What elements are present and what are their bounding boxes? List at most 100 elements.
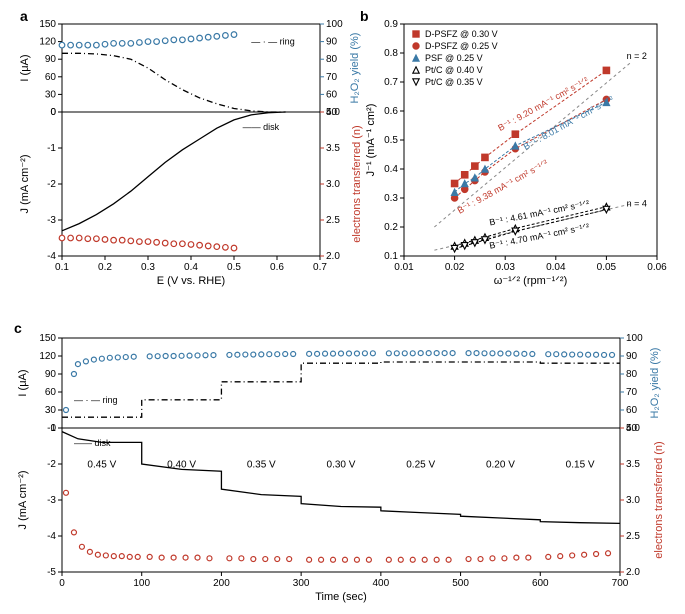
- svg-text:70: 70: [626, 387, 638, 398]
- svg-text:120: 120: [39, 37, 56, 48]
- svg-text:-5: -5: [47, 567, 56, 578]
- svg-text:90: 90: [626, 351, 638, 362]
- svg-text:-2: -2: [47, 179, 56, 190]
- svg-text:0.20 V: 0.20 V: [486, 460, 515, 471]
- svg-text:500: 500: [452, 578, 469, 589]
- svg-text:2.0: 2.0: [326, 251, 340, 262]
- svg-text:J⁻¹ (mA⁻¹ cm²): J⁻¹ (mA⁻¹ cm²): [365, 104, 377, 177]
- svg-text:0.5: 0.5: [384, 135, 398, 146]
- svg-text:D-PSFZ @ 0.25 V: D-PSFZ @ 0.25 V: [425, 41, 498, 51]
- svg-text:70: 70: [326, 72, 338, 83]
- svg-text:90: 90: [326, 37, 338, 48]
- svg-text:-3: -3: [47, 215, 56, 226]
- svg-text:0.35 V: 0.35 V: [247, 460, 276, 471]
- svg-text:0.7: 0.7: [313, 262, 327, 273]
- svg-text:0.25 V: 0.25 V: [406, 460, 435, 471]
- svg-text:100: 100: [133, 578, 150, 589]
- svg-text:0.8: 0.8: [384, 48, 398, 59]
- panel-c-label: c: [14, 320, 22, 336]
- chart-canvas: 03060901201505060708090100— · — ringI (μ…: [0, 0, 685, 614]
- svg-text:0.3: 0.3: [141, 262, 155, 273]
- svg-text:300: 300: [293, 578, 310, 589]
- svg-text:J (mA cm⁻²): J (mA cm⁻²): [17, 471, 29, 530]
- svg-text:—— disk: —— disk: [74, 438, 111, 448]
- svg-text:3.0: 3.0: [326, 179, 340, 190]
- svg-text:4.0: 4.0: [626, 423, 640, 434]
- svg-text:0.9: 0.9: [384, 19, 398, 30]
- svg-text:I (μA): I (μA): [17, 369, 29, 396]
- svg-text:0.6: 0.6: [270, 262, 284, 273]
- svg-text:90: 90: [45, 54, 57, 65]
- svg-text:Pt/C @ 0.40 V: Pt/C @ 0.40 V: [425, 65, 483, 75]
- svg-text:0: 0: [50, 107, 56, 118]
- svg-text:3.5: 3.5: [626, 459, 640, 470]
- svg-text:0.7: 0.7: [384, 77, 398, 88]
- svg-text:— · — ring: — · — ring: [74, 395, 118, 405]
- svg-text:0.40 V: 0.40 V: [167, 460, 196, 471]
- svg-text:30: 30: [45, 405, 57, 416]
- svg-text:0.1: 0.1: [384, 251, 398, 262]
- svg-text:-3: -3: [47, 495, 56, 506]
- panel-a-label: a: [20, 8, 28, 24]
- svg-text:electrons transferred (n): electrons transferred (n): [351, 125, 363, 242]
- svg-text:0.04: 0.04: [546, 262, 566, 273]
- svg-text:200: 200: [213, 578, 230, 589]
- svg-text:0.2: 0.2: [384, 222, 398, 233]
- svg-text:— · — ring: — · — ring: [251, 37, 295, 47]
- svg-text:2.5: 2.5: [626, 531, 640, 542]
- svg-text:0.30 V: 0.30 V: [327, 460, 356, 471]
- svg-text:H₂O₂ yield (%): H₂O₂ yield (%): [649, 348, 661, 419]
- panel-b-label: b: [360, 8, 369, 24]
- svg-text:0.3: 0.3: [384, 193, 398, 204]
- svg-text:B⁻¹ : 9.38 mA⁻¹ cm² s⁻¹ᐟ²: B⁻¹ : 9.38 mA⁻¹ cm² s⁻¹ᐟ²: [456, 158, 550, 216]
- svg-text:-4: -4: [47, 531, 56, 542]
- svg-text:I (μA): I (μA): [19, 54, 31, 81]
- svg-text:0.05: 0.05: [597, 262, 617, 273]
- svg-text:0.02: 0.02: [445, 262, 465, 273]
- svg-text:60: 60: [45, 72, 57, 83]
- svg-text:60: 60: [45, 387, 57, 398]
- svg-text:100: 100: [626, 333, 643, 344]
- svg-text:E (V vs. RHE): E (V vs. RHE): [157, 275, 225, 287]
- svg-text:100: 100: [326, 19, 343, 30]
- svg-text:0.15 V: 0.15 V: [566, 460, 595, 471]
- svg-text:-4: -4: [47, 251, 56, 262]
- svg-text:-1: -1: [47, 143, 56, 154]
- svg-text:PSF @ 0.25 V: PSF @ 0.25 V: [425, 53, 483, 63]
- svg-text:Time (sec): Time (sec): [315, 591, 367, 603]
- svg-text:600: 600: [532, 578, 549, 589]
- svg-text:700: 700: [612, 578, 629, 589]
- svg-text:ω⁻¹ᐟ² (rpm⁻¹ᐟ²): ω⁻¹ᐟ² (rpm⁻¹ᐟ²): [494, 275, 568, 287]
- svg-text:80: 80: [626, 369, 638, 380]
- svg-text:n = 4: n = 4: [627, 199, 647, 209]
- svg-text:—— disk: —— disk: [243, 122, 280, 132]
- svg-text:90: 90: [45, 369, 57, 380]
- svg-text:0.06: 0.06: [647, 262, 667, 273]
- svg-text:0.45 V: 0.45 V: [87, 460, 116, 471]
- svg-text:0.4: 0.4: [384, 164, 398, 175]
- svg-text:2.0: 2.0: [626, 567, 640, 578]
- svg-text:Pt/C @ 0.35 V: Pt/C @ 0.35 V: [425, 77, 483, 87]
- svg-text:30: 30: [45, 89, 57, 100]
- svg-text:2.5: 2.5: [326, 215, 340, 226]
- svg-text:0: 0: [59, 578, 65, 589]
- svg-text:3.5: 3.5: [326, 143, 340, 154]
- svg-text:n = 2: n = 2: [627, 51, 647, 61]
- svg-text:3.0: 3.0: [626, 495, 640, 506]
- svg-text:150: 150: [39, 333, 56, 344]
- svg-text:-1: -1: [47, 423, 56, 434]
- svg-text:120: 120: [39, 351, 56, 362]
- svg-text:0.03: 0.03: [495, 262, 515, 273]
- svg-text:80: 80: [326, 54, 338, 65]
- svg-text:0.6: 0.6: [384, 106, 398, 117]
- svg-text:400: 400: [373, 578, 390, 589]
- svg-text:0.1: 0.1: [55, 262, 69, 273]
- svg-text:60: 60: [626, 405, 638, 416]
- svg-text:electrons transferred (n): electrons transferred (n): [653, 441, 665, 558]
- svg-text:H₂O₂ yield (%): H₂O₂ yield (%): [349, 33, 361, 104]
- svg-text:J (mA cm⁻²): J (mA cm⁻²): [19, 155, 31, 214]
- svg-text:0.4: 0.4: [184, 262, 198, 273]
- svg-text:60: 60: [326, 89, 338, 100]
- svg-text:0.5: 0.5: [227, 262, 241, 273]
- svg-text:150: 150: [39, 19, 56, 30]
